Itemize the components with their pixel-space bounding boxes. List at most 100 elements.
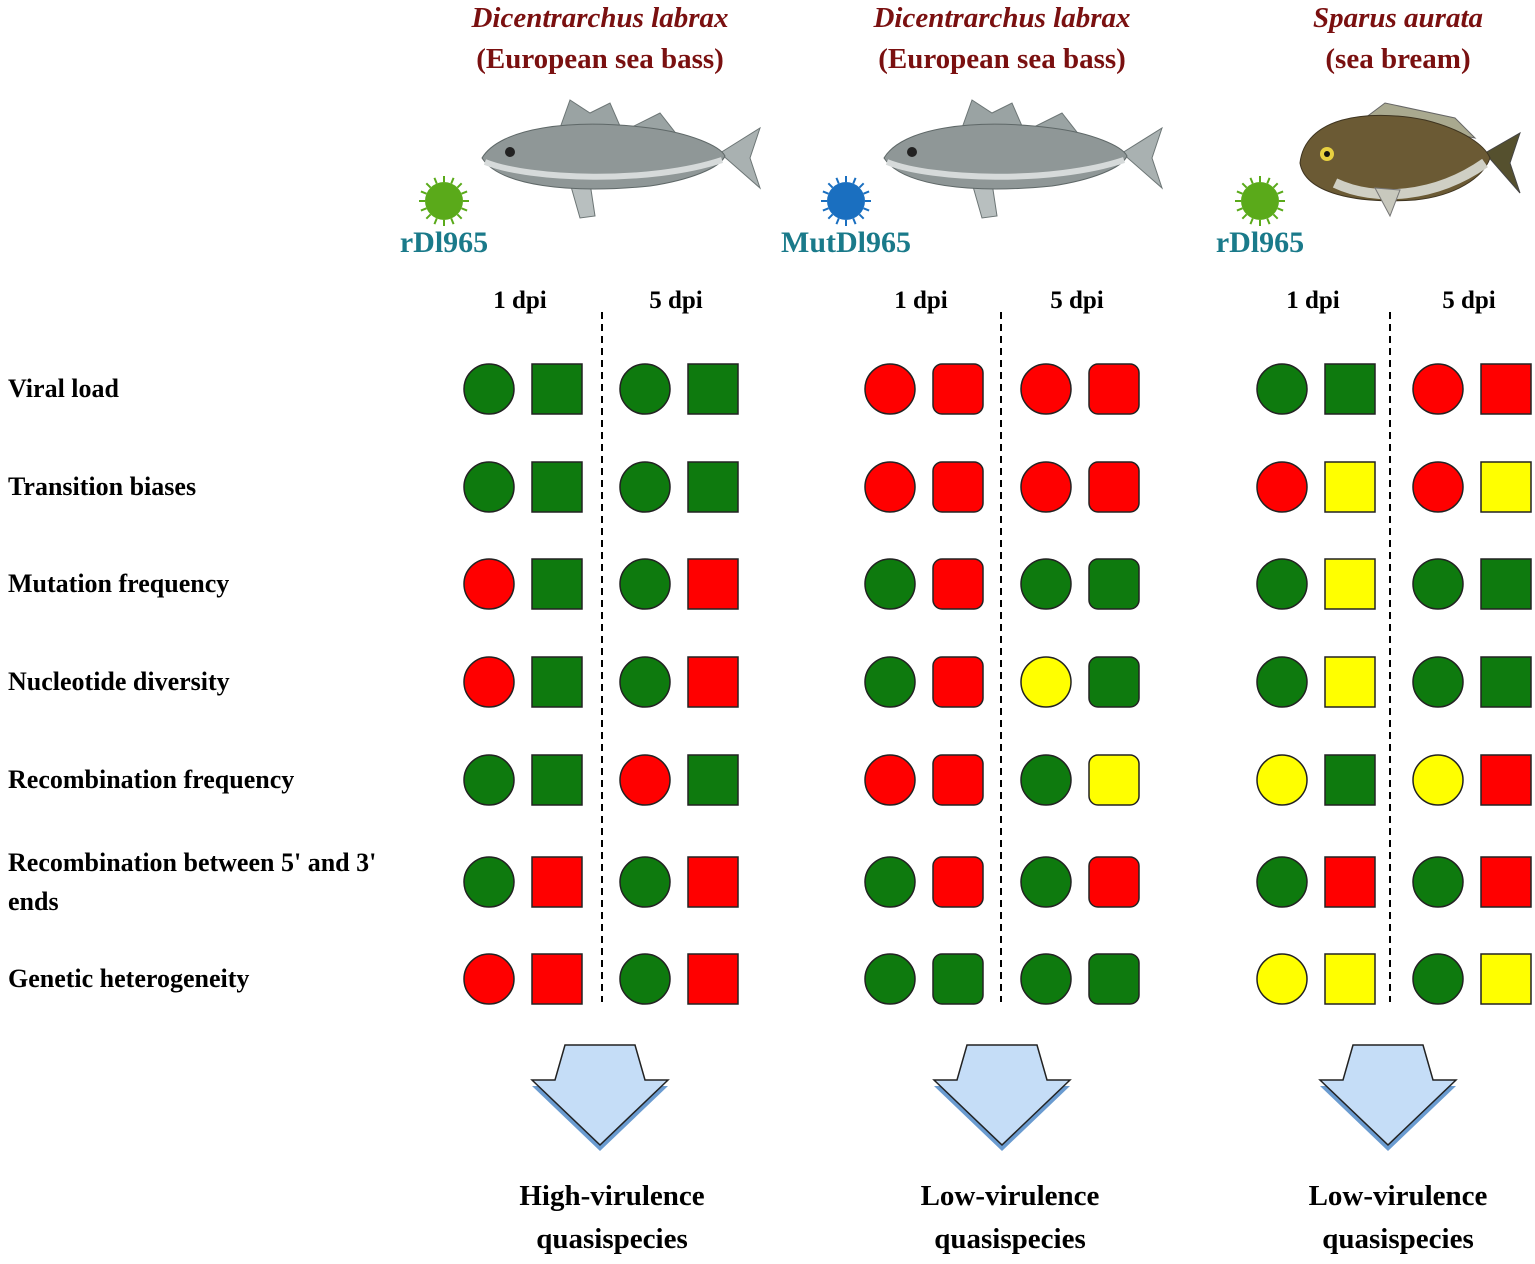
metric-square <box>1480 656 1532 708</box>
metric-circle <box>864 558 916 610</box>
fish-part <box>719 126 762 190</box>
metric-square <box>687 558 739 610</box>
outcome-label: Low-virulence <box>1308 1180 1488 1212</box>
virus-label: rDl965 <box>399 226 489 259</box>
fish-part <box>1299 114 1491 202</box>
metric-square <box>531 953 583 1005</box>
virus-spike <box>420 207 427 212</box>
species-name: Dicentrarchus labrax <box>873 2 1131 34</box>
fish-part <box>1324 151 1330 157</box>
metric-square <box>687 953 739 1005</box>
metric-circle <box>1020 461 1072 513</box>
virus-label: MutDl965 <box>781 226 911 259</box>
metric-circle <box>463 856 515 908</box>
metric-square <box>687 856 739 908</box>
species-name: Sparus aurata <box>1312 2 1484 34</box>
metric-square <box>932 461 984 513</box>
virus-spike <box>1236 190 1243 195</box>
virus-spike <box>433 218 438 225</box>
metric-square <box>1088 558 1140 610</box>
metric-square <box>531 856 583 908</box>
virus-icon <box>425 182 463 220</box>
virus-spike <box>425 182 432 189</box>
metric-circle <box>864 363 916 415</box>
row-label: Recombination frequency <box>8 765 295 794</box>
timepoint-label: 5 dpi <box>1442 287 1496 314</box>
metric-circle <box>1020 856 1072 908</box>
metric-square <box>1088 656 1140 708</box>
metric-square <box>1324 856 1376 908</box>
metric-circle <box>463 461 515 513</box>
timepoint-label: 1 dpi <box>493 287 547 314</box>
metric-circle <box>1256 754 1308 806</box>
fish-illustration <box>481 99 762 219</box>
metric-square <box>687 754 739 806</box>
metric-circle <box>619 461 671 513</box>
metric-square <box>932 953 984 1005</box>
virus-spike <box>835 177 840 184</box>
virus-spike <box>456 182 463 189</box>
metric-circle <box>864 856 916 908</box>
arrow <box>1318 1044 1458 1147</box>
metric-square <box>687 363 739 415</box>
metric-circle <box>1412 953 1464 1005</box>
fish-part <box>907 147 917 157</box>
virus-spike <box>852 218 857 225</box>
virus-spike <box>1266 177 1271 184</box>
virus-spike <box>425 213 432 220</box>
metric-circle <box>1020 754 1072 806</box>
metric-circle <box>1412 461 1464 513</box>
metric-circle <box>463 363 515 415</box>
metric-square <box>1480 953 1532 1005</box>
metric-square <box>1088 461 1140 513</box>
metric-circle <box>1256 558 1308 610</box>
virus-spike <box>1236 207 1243 212</box>
metric-square <box>531 461 583 513</box>
metric-circle <box>1020 558 1072 610</box>
virus-spike <box>822 190 829 195</box>
arrow <box>932 1044 1072 1147</box>
virus-spike <box>835 218 840 225</box>
metric-square <box>932 656 984 708</box>
row-label: Transition biases <box>8 472 197 501</box>
virus-spike <box>1272 182 1279 189</box>
metric-square <box>1480 363 1532 415</box>
virus-spike <box>863 207 870 212</box>
virus-spike <box>863 190 870 195</box>
virus-spike <box>1249 218 1254 225</box>
arrow <box>530 1044 670 1147</box>
metric-square <box>1324 656 1376 708</box>
metric-circle <box>864 953 916 1005</box>
virus-spike <box>461 207 468 212</box>
virus-spike <box>858 182 865 189</box>
metric-square <box>932 856 984 908</box>
metric-square <box>1088 363 1140 415</box>
virus-spike <box>822 207 829 212</box>
common-name: (sea bream) <box>1325 43 1471 75</box>
metric-circle <box>463 558 515 610</box>
metric-circle <box>619 558 671 610</box>
metric-circle <box>1020 953 1072 1005</box>
fish-part <box>1484 131 1521 194</box>
metric-circle <box>1256 856 1308 908</box>
row-label: Recombination between 5' and 3' ends <box>8 848 377 916</box>
metric-circle <box>1412 754 1464 806</box>
metric-circle <box>463 656 515 708</box>
metric-circle <box>864 656 916 708</box>
metric-circle <box>1256 363 1308 415</box>
common-name: (European sea bass) <box>878 43 1126 75</box>
virus-spike <box>461 190 468 195</box>
fish-part <box>483 157 723 180</box>
virus-spike <box>1249 177 1254 184</box>
metric-square <box>1324 754 1376 806</box>
row-label: Viral load <box>8 374 119 403</box>
virus-spike <box>456 213 463 220</box>
metric-square <box>1480 461 1532 513</box>
outcome-label: Low-virulence <box>920 1180 1100 1212</box>
metric-circle <box>1412 363 1464 415</box>
timepoint-label: 5 dpi <box>649 287 703 314</box>
metric-circle <box>1020 656 1072 708</box>
metric-square <box>1088 754 1140 806</box>
metric-square <box>1324 953 1376 1005</box>
virus-label: rDl965 <box>1215 226 1305 259</box>
